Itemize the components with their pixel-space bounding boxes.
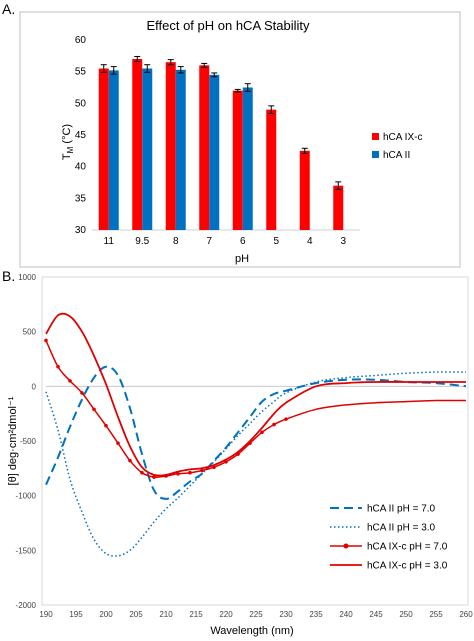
bar — [266, 109, 277, 230]
panel-a-label: A. — [2, 1, 15, 17]
x-tick-label: 260 — [459, 610, 473, 619]
panel-b-label: B. — [2, 268, 15, 284]
chart-b-legend: hCA II pH = 7.0 hCA II pH = 3.0 hCA IX-c p… — [330, 504, 448, 572]
x-tick-label: 7 — [206, 236, 212, 247]
x-tick-label: 5 — [273, 236, 279, 247]
series-marker — [284, 417, 288, 421]
chart-b-xlabel: Wavelength (nm) — [210, 625, 293, 637]
bar — [165, 62, 176, 230]
x-tick-label: 11 — [104, 236, 115, 247]
series-marker — [128, 458, 132, 463]
y-tick-label: 500 — [23, 328, 37, 337]
y-tick-label: 30 — [75, 225, 87, 236]
x-tick-label: 205 — [129, 610, 143, 619]
x-tick-label: 190 — [39, 610, 53, 619]
y-tick-label: 55 — [75, 67, 87, 78]
x-tick-label: 9.5 — [135, 236, 149, 247]
series-marker — [56, 364, 60, 369]
chart-a-ylabel-sub: M — [66, 146, 75, 153]
legend-swatch — [372, 151, 379, 158]
x-tick-label: 4 — [307, 236, 313, 247]
x-tick-label: 200 — [99, 610, 113, 619]
x-tick-label: 255 — [429, 610, 443, 619]
bar — [242, 87, 253, 230]
legend-label: hCA II pH = 3.0 — [367, 523, 436, 534]
x-tick-label: 8 — [173, 236, 179, 247]
series-marker — [44, 338, 48, 343]
series-line — [45, 371, 467, 557]
y-tick-label: -500 — [20, 437, 37, 446]
legend-label: hCA II pH = 7.0 — [367, 504, 436, 515]
series-marker — [176, 472, 180, 476]
legend-marker — [343, 543, 349, 549]
y-tick-label: 60 — [75, 35, 87, 46]
bar — [232, 90, 243, 231]
series-marker — [152, 475, 156, 479]
y-tick-label: -2000 — [16, 601, 37, 610]
series-marker — [116, 441, 120, 445]
chart-b-plot-area — [41, 276, 469, 606]
series-marker — [200, 468, 204, 473]
series-marker — [68, 379, 72, 383]
series-marker — [272, 422, 276, 427]
x-tick-label: 215 — [189, 610, 203, 619]
chart-a-xlabel: pH — [235, 253, 249, 265]
bar — [132, 59, 143, 230]
y-tick-label: 50 — [75, 98, 87, 109]
y-tick-label: 0 — [32, 382, 37, 391]
y-tick-label: 1000 — [18, 273, 36, 282]
legend-label: hCA II — [383, 150, 410, 161]
legend-label: hCA IX-c — [383, 132, 422, 143]
x-tick-label: 250 — [399, 610, 413, 619]
bar — [299, 150, 310, 230]
legend-swatch — [372, 133, 379, 140]
series-marker — [80, 391, 84, 395]
bar — [98, 68, 109, 230]
x-tick-label: 3 — [340, 236, 346, 247]
bar-chart: 30 35 40 45 50 55 60 11 9.5 8 7 6 5 4 3 — [75, 35, 360, 247]
bar — [199, 65, 210, 230]
bar — [333, 185, 344, 230]
series-line — [45, 312, 466, 477]
chart-a-ylabel-main: T — [61, 153, 73, 160]
bar — [209, 74, 220, 230]
series-marker — [104, 423, 108, 428]
series-marker — [92, 407, 96, 412]
x-tick-label: 245 — [369, 610, 383, 619]
chart-a-title: Effect of pH on hCA Stability — [146, 18, 310, 33]
series-marker — [140, 470, 144, 475]
legend-label: hCA IX-c pH = 3.0 — [367, 561, 448, 572]
chart-a-legend: hCA IX-c hCA II — [372, 132, 422, 161]
x-tick-label: 195 — [69, 610, 83, 619]
chart-a-ylabel: TM (°C) — [61, 124, 75, 160]
x-tick-label: 225 — [249, 610, 263, 619]
chart-b-ylabel: [θ] deg·cm²dmol⁻¹ — [7, 396, 19, 485]
legend-label: hCA IX-c pH = 7.0 — [367, 542, 448, 553]
x-tick-label: 220 — [219, 610, 233, 619]
series-marker — [260, 430, 264, 435]
bar — [175, 69, 186, 231]
x-tick-label: 235 — [309, 610, 323, 619]
bar — [108, 70, 119, 231]
series-marker — [188, 470, 192, 475]
x-tick-label: 240 — [339, 610, 353, 619]
x-tick-label: 210 — [159, 610, 173, 619]
y-tick-label: -1500 — [16, 546, 37, 555]
y-tick-label: 40 — [75, 162, 87, 173]
x-tick-label: 230 — [279, 610, 293, 619]
x-tick-label: 6 — [240, 236, 246, 247]
y-tick-label: -1000 — [16, 492, 37, 501]
chart-a-ylabel-unit: (°C) — [61, 124, 73, 147]
bar — [142, 68, 153, 230]
y-tick-label: 35 — [75, 193, 87, 204]
y-tick-label: 45 — [75, 130, 87, 141]
